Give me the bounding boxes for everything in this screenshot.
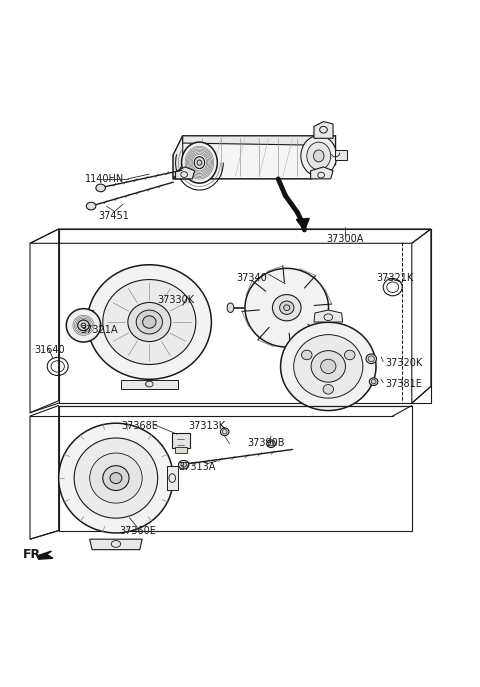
Ellipse shape (103, 466, 129, 491)
Polygon shape (176, 167, 195, 179)
Ellipse shape (311, 350, 346, 382)
Bar (175, 447, 187, 453)
Ellipse shape (81, 323, 86, 328)
Ellipse shape (181, 142, 217, 183)
Polygon shape (173, 136, 336, 179)
Polygon shape (90, 539, 142, 550)
Ellipse shape (245, 269, 328, 347)
Ellipse shape (136, 310, 162, 334)
Ellipse shape (281, 322, 376, 411)
Text: 37313A: 37313A (179, 462, 216, 471)
Ellipse shape (179, 460, 189, 469)
Polygon shape (311, 167, 333, 179)
Ellipse shape (368, 356, 374, 361)
Ellipse shape (345, 350, 355, 360)
Ellipse shape (323, 385, 334, 394)
Polygon shape (296, 218, 309, 230)
Ellipse shape (227, 303, 234, 313)
Text: 37451: 37451 (98, 211, 129, 221)
Polygon shape (183, 136, 336, 146)
Bar (59, 405, 412, 530)
Ellipse shape (313, 150, 324, 162)
Text: 37313K: 37313K (188, 420, 225, 431)
Ellipse shape (181, 462, 187, 467)
Ellipse shape (78, 320, 89, 330)
Ellipse shape (307, 142, 331, 170)
Polygon shape (168, 466, 178, 490)
Ellipse shape (86, 202, 96, 210)
Polygon shape (314, 122, 333, 138)
Ellipse shape (284, 305, 290, 311)
Text: 31640: 31640 (34, 345, 64, 354)
Ellipse shape (103, 280, 196, 365)
Ellipse shape (273, 295, 301, 321)
Text: 37320K: 37320K (385, 358, 423, 368)
Polygon shape (37, 551, 53, 559)
Ellipse shape (369, 378, 378, 385)
Polygon shape (84, 310, 93, 334)
Ellipse shape (59, 423, 173, 533)
Ellipse shape (301, 350, 312, 360)
Polygon shape (120, 380, 178, 389)
Ellipse shape (197, 160, 202, 166)
Ellipse shape (87, 264, 211, 379)
Bar (336, 150, 348, 160)
Ellipse shape (128, 302, 171, 341)
Ellipse shape (294, 335, 363, 398)
Polygon shape (314, 310, 343, 322)
Ellipse shape (301, 135, 336, 177)
Text: 37300A: 37300A (326, 234, 364, 245)
Text: 37321K: 37321K (376, 273, 413, 282)
Ellipse shape (371, 379, 376, 384)
Ellipse shape (66, 308, 101, 342)
Text: 37381E: 37381E (385, 379, 422, 389)
Ellipse shape (90, 453, 142, 503)
Text: 37321A: 37321A (80, 325, 118, 335)
Text: 37360E: 37360E (119, 526, 156, 536)
Text: 37330K: 37330K (157, 295, 194, 304)
Ellipse shape (220, 428, 229, 436)
Text: FR.: FR. (23, 548, 46, 561)
Ellipse shape (267, 440, 276, 447)
Ellipse shape (74, 438, 157, 518)
Text: 37340: 37340 (237, 273, 267, 282)
Ellipse shape (194, 157, 204, 168)
Bar (59, 229, 431, 403)
Text: 37368E: 37368E (121, 420, 158, 431)
Polygon shape (173, 136, 183, 179)
Text: 1140HN: 1140HN (85, 174, 124, 184)
Ellipse shape (96, 184, 106, 192)
Ellipse shape (143, 316, 156, 328)
Ellipse shape (366, 354, 376, 363)
Text: 37390B: 37390B (248, 438, 285, 448)
Bar (172, 433, 190, 447)
Ellipse shape (280, 301, 294, 315)
Ellipse shape (321, 359, 336, 374)
Ellipse shape (110, 473, 122, 484)
